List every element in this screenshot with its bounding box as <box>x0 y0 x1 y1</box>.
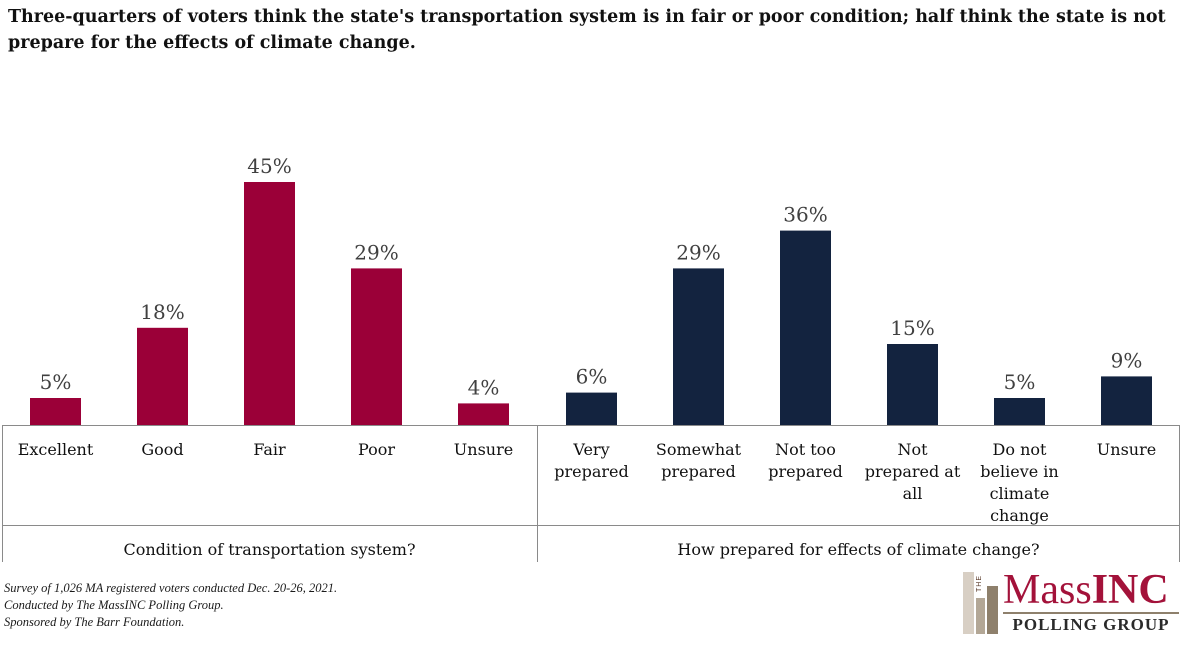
category-label-0-2-0: Fair <box>253 440 286 459</box>
category-label-1-4-2: climate <box>990 484 1050 503</box>
category-label-1-4-1: believe in <box>980 462 1058 481</box>
logo-subtitle: POLLING GROUP <box>1003 612 1179 634</box>
category-label-1-0-0: Very <box>572 440 609 459</box>
footnote-line-sponsored: Sponsored by The Barr Foundation. <box>4 615 185 629</box>
logo-the: THE <box>976 575 983 593</box>
footnote-line-survey: Survey of 1,026 MA registered voters con… <box>4 581 338 595</box>
bar-0-1 <box>137 327 188 425</box>
group-label-0: Condition of transportation system? <box>123 540 415 559</box>
data-label-0-2: 45% <box>247 154 291 178</box>
data-label-0-4: 4% <box>468 375 500 399</box>
chart-title: Three-quarters of voters think the state… <box>8 7 1166 53</box>
data-label-1-3: 15% <box>890 316 934 340</box>
category-label-1-3-2: all <box>903 484 923 503</box>
footnote: Survey of 1,026 MA registered voters con… <box>4 580 337 631</box>
data-label-1-0: 6% <box>576 365 608 389</box>
category-label-0-1-0: Good <box>141 440 183 459</box>
data-label-0-3: 29% <box>354 240 398 264</box>
data-label-0-0: 5% <box>40 370 72 394</box>
bar-0-4 <box>458 403 509 425</box>
group-label-1: How prepared for effects of climate chan… <box>677 540 1039 559</box>
category-label-1-4-3: change <box>990 506 1049 525</box>
bar-0-3 <box>351 268 402 425</box>
category-label-1-5-0: Unsure <box>1097 440 1156 459</box>
footnote-line-conducted: Conducted by The MassINC Polling Group. <box>4 598 224 612</box>
category-label-1-2-0: Not too <box>775 440 836 459</box>
data-label-1-1: 29% <box>676 240 720 264</box>
logo-mark-icon <box>963 572 999 634</box>
bar-1-2 <box>780 230 831 425</box>
bar-1-0 <box>566 392 617 425</box>
category-label-1-3-1: prepared at <box>865 462 961 481</box>
bar-0-0 <box>30 398 81 425</box>
massinc-logo: THE MassINC POLLING GROUP <box>963 567 1183 636</box>
data-label-0-1: 18% <box>140 300 184 324</box>
bar-1-3 <box>887 344 938 425</box>
category-label-0-3-0: Poor <box>358 440 395 459</box>
bar-0-2 <box>244 182 295 425</box>
category-label-1-2-1: prepared <box>768 462 843 481</box>
bars-layer: 5% 18% 45% 29% 4% 6% 29% 36% 15% 5% 9% <box>30 154 1152 425</box>
category-label-0-4-0: Unsure <box>454 440 513 459</box>
category-label-0-0-0: Excellent <box>18 440 94 459</box>
axes-layer: Excellent Good Fair Poor Unsure Condition of … <box>2 425 1180 562</box>
category-label-1-1-0: Somewhat <box>656 440 742 459</box>
logo-name: MassINC <box>1003 567 1169 613</box>
data-label-1-2: 36% <box>783 203 827 227</box>
data-label-1-5: 9% <box>1111 348 1143 372</box>
bar-1-4 <box>994 398 1045 425</box>
category-label-1-4-0: Do not <box>993 440 1047 459</box>
category-label-1-0-1: prepared <box>554 462 629 481</box>
bar-1-5 <box>1101 376 1152 425</box>
category-label-1-1-1: prepared <box>661 462 736 481</box>
bar-1-1 <box>673 268 724 425</box>
category-label-1-3-0: Not <box>897 440 928 459</box>
data-label-1-4: 5% <box>1004 370 1036 394</box>
bar-chart: 5% 18% 45% 29% 4% 6% 29% 36% 15% 5% 9% Excellent Go… <box>2 154 1180 562</box>
